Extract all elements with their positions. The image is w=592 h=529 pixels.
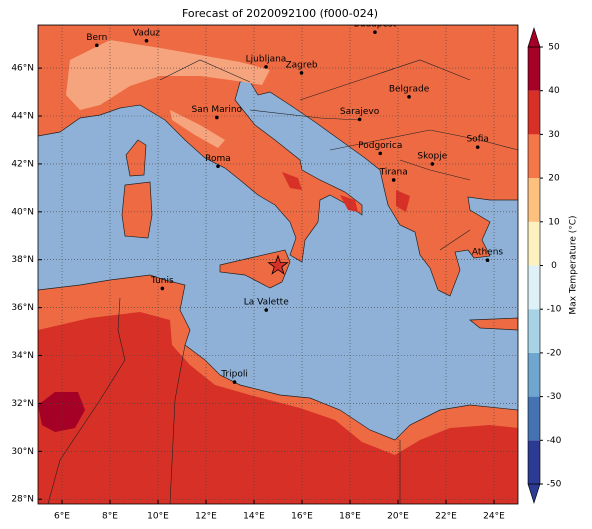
city-point [160,286,165,291]
city-label: Sarajevo [340,107,380,117]
colorbar-band [528,352,540,397]
plot-frame [37,24,519,505]
y-tick-label: 46°N [11,64,34,74]
x-tick-label: 14°E [243,512,265,522]
chart-title: Forecast of 2020092100 (f000-024) [182,7,378,20]
colorbar-tick-label: -50 [547,480,562,490]
colorbar-tick-label: 20 [548,174,560,184]
x-tick-label: 10°E [147,512,169,522]
city-point [430,162,435,166]
colorbar-band [528,134,540,179]
city-point [391,178,396,182]
city-point [373,30,377,34]
city-point [299,71,304,75]
y-tick-label: 28°N [11,495,34,505]
grid [38,25,518,504]
y-tick-label: 36°N [11,303,34,313]
city-label: Skopje [417,151,447,161]
colorbar-tick-label: -30 [547,392,562,402]
x-tick-label: 8°E [102,512,118,522]
colorbar-extend [527,27,541,48]
sardinia [121,181,153,239]
y-tick-label: 38°N [11,255,34,265]
x-tick-label: 24°E [483,512,505,522]
city-point [485,258,490,262]
city-label: Zagreb [285,60,317,70]
colorbar-band [528,221,540,266]
star-marker [267,254,289,275]
city-label: Tunis [150,276,174,286]
country-borders [47,59,518,504]
city-point [144,39,149,43]
city-point [378,151,383,156]
alps-cooler [66,40,270,110]
colorbar-label: Max Temperature (°C) [569,215,579,314]
colorbar-tick-label: -20 [547,348,562,358]
apennine-cooler [170,110,225,148]
city-label: Sofia [466,135,488,145]
x-tick-label: 22°E [435,512,457,522]
colorbar-band [528,47,540,91]
colorbar-band [528,440,540,484]
city-label: Tirana [379,167,408,177]
x-tick-label: 18°E [339,512,361,522]
colorbar-band [528,178,540,222]
x-tick-label: 12°E [195,512,217,522]
colorbar-band [528,396,540,441]
colorbar-tick-label: 40 [548,86,560,96]
city-point [215,115,219,120]
y-tick-label: 44°N [11,112,34,122]
colorbar-tick-label: 0 [551,261,557,271]
axes: 6°E 8°E 10°E 12°E 14°E 16°E 18°E 20°E 22°E 24°E 28… [11,64,505,522]
city-point [264,308,269,312]
city-label: Podgorica [358,141,402,151]
city-label: Ljubljana [246,54,287,64]
y-tick-label: 32°N [11,399,34,409]
colorbar: -50 -40 -30 -20 -10 0 10 20 30 40 50 [527,27,562,504]
colorbar-tick-label: 50 [548,43,560,53]
city-label: Athens [472,248,503,258]
city-point [475,145,480,149]
city-point [232,380,237,384]
africa-hot [38,312,518,504]
y-tick-label: 30°N [11,447,34,457]
city-label: Tripoli [220,370,248,380]
crete [469,317,518,331]
city-point [357,117,362,122]
hot-spot [282,172,410,212]
city-point [264,65,268,69]
x-tick-label: 20°E [387,512,409,522]
city-label: La Valette [244,298,289,308]
city-label: Belgrade [389,84,430,94]
colorbar-tick-label: -40 [547,436,562,446]
africa-hottest [38,392,85,432]
city-point [95,43,99,48]
city-label: Budapest [354,20,397,30]
colorbar-band [528,265,540,310]
city-label: Vaduz [133,28,160,38]
x-tick-label: 16°E [291,512,313,522]
colorbar-band [528,90,540,135]
city-label: Bern [86,33,107,43]
colorbar-tick-label: -10 [547,305,562,315]
city-point [216,164,220,169]
colorbar-extend [527,483,541,504]
city-label: San Marino [192,105,243,115]
europe [38,25,518,297]
y-tick-label: 40°N [11,207,34,217]
y-tick-label: 34°N [11,351,34,361]
colorbar-tick-label: 10 [548,217,560,227]
y-tick-label: 42°N [11,159,34,169]
corsica [125,139,147,177]
colorbar-band [528,309,540,353]
x-tick-label: 6°E [54,512,70,522]
city-label: Roma [205,154,231,164]
colorbar-tick-label: 30 [548,130,560,140]
city-point [407,95,411,99]
